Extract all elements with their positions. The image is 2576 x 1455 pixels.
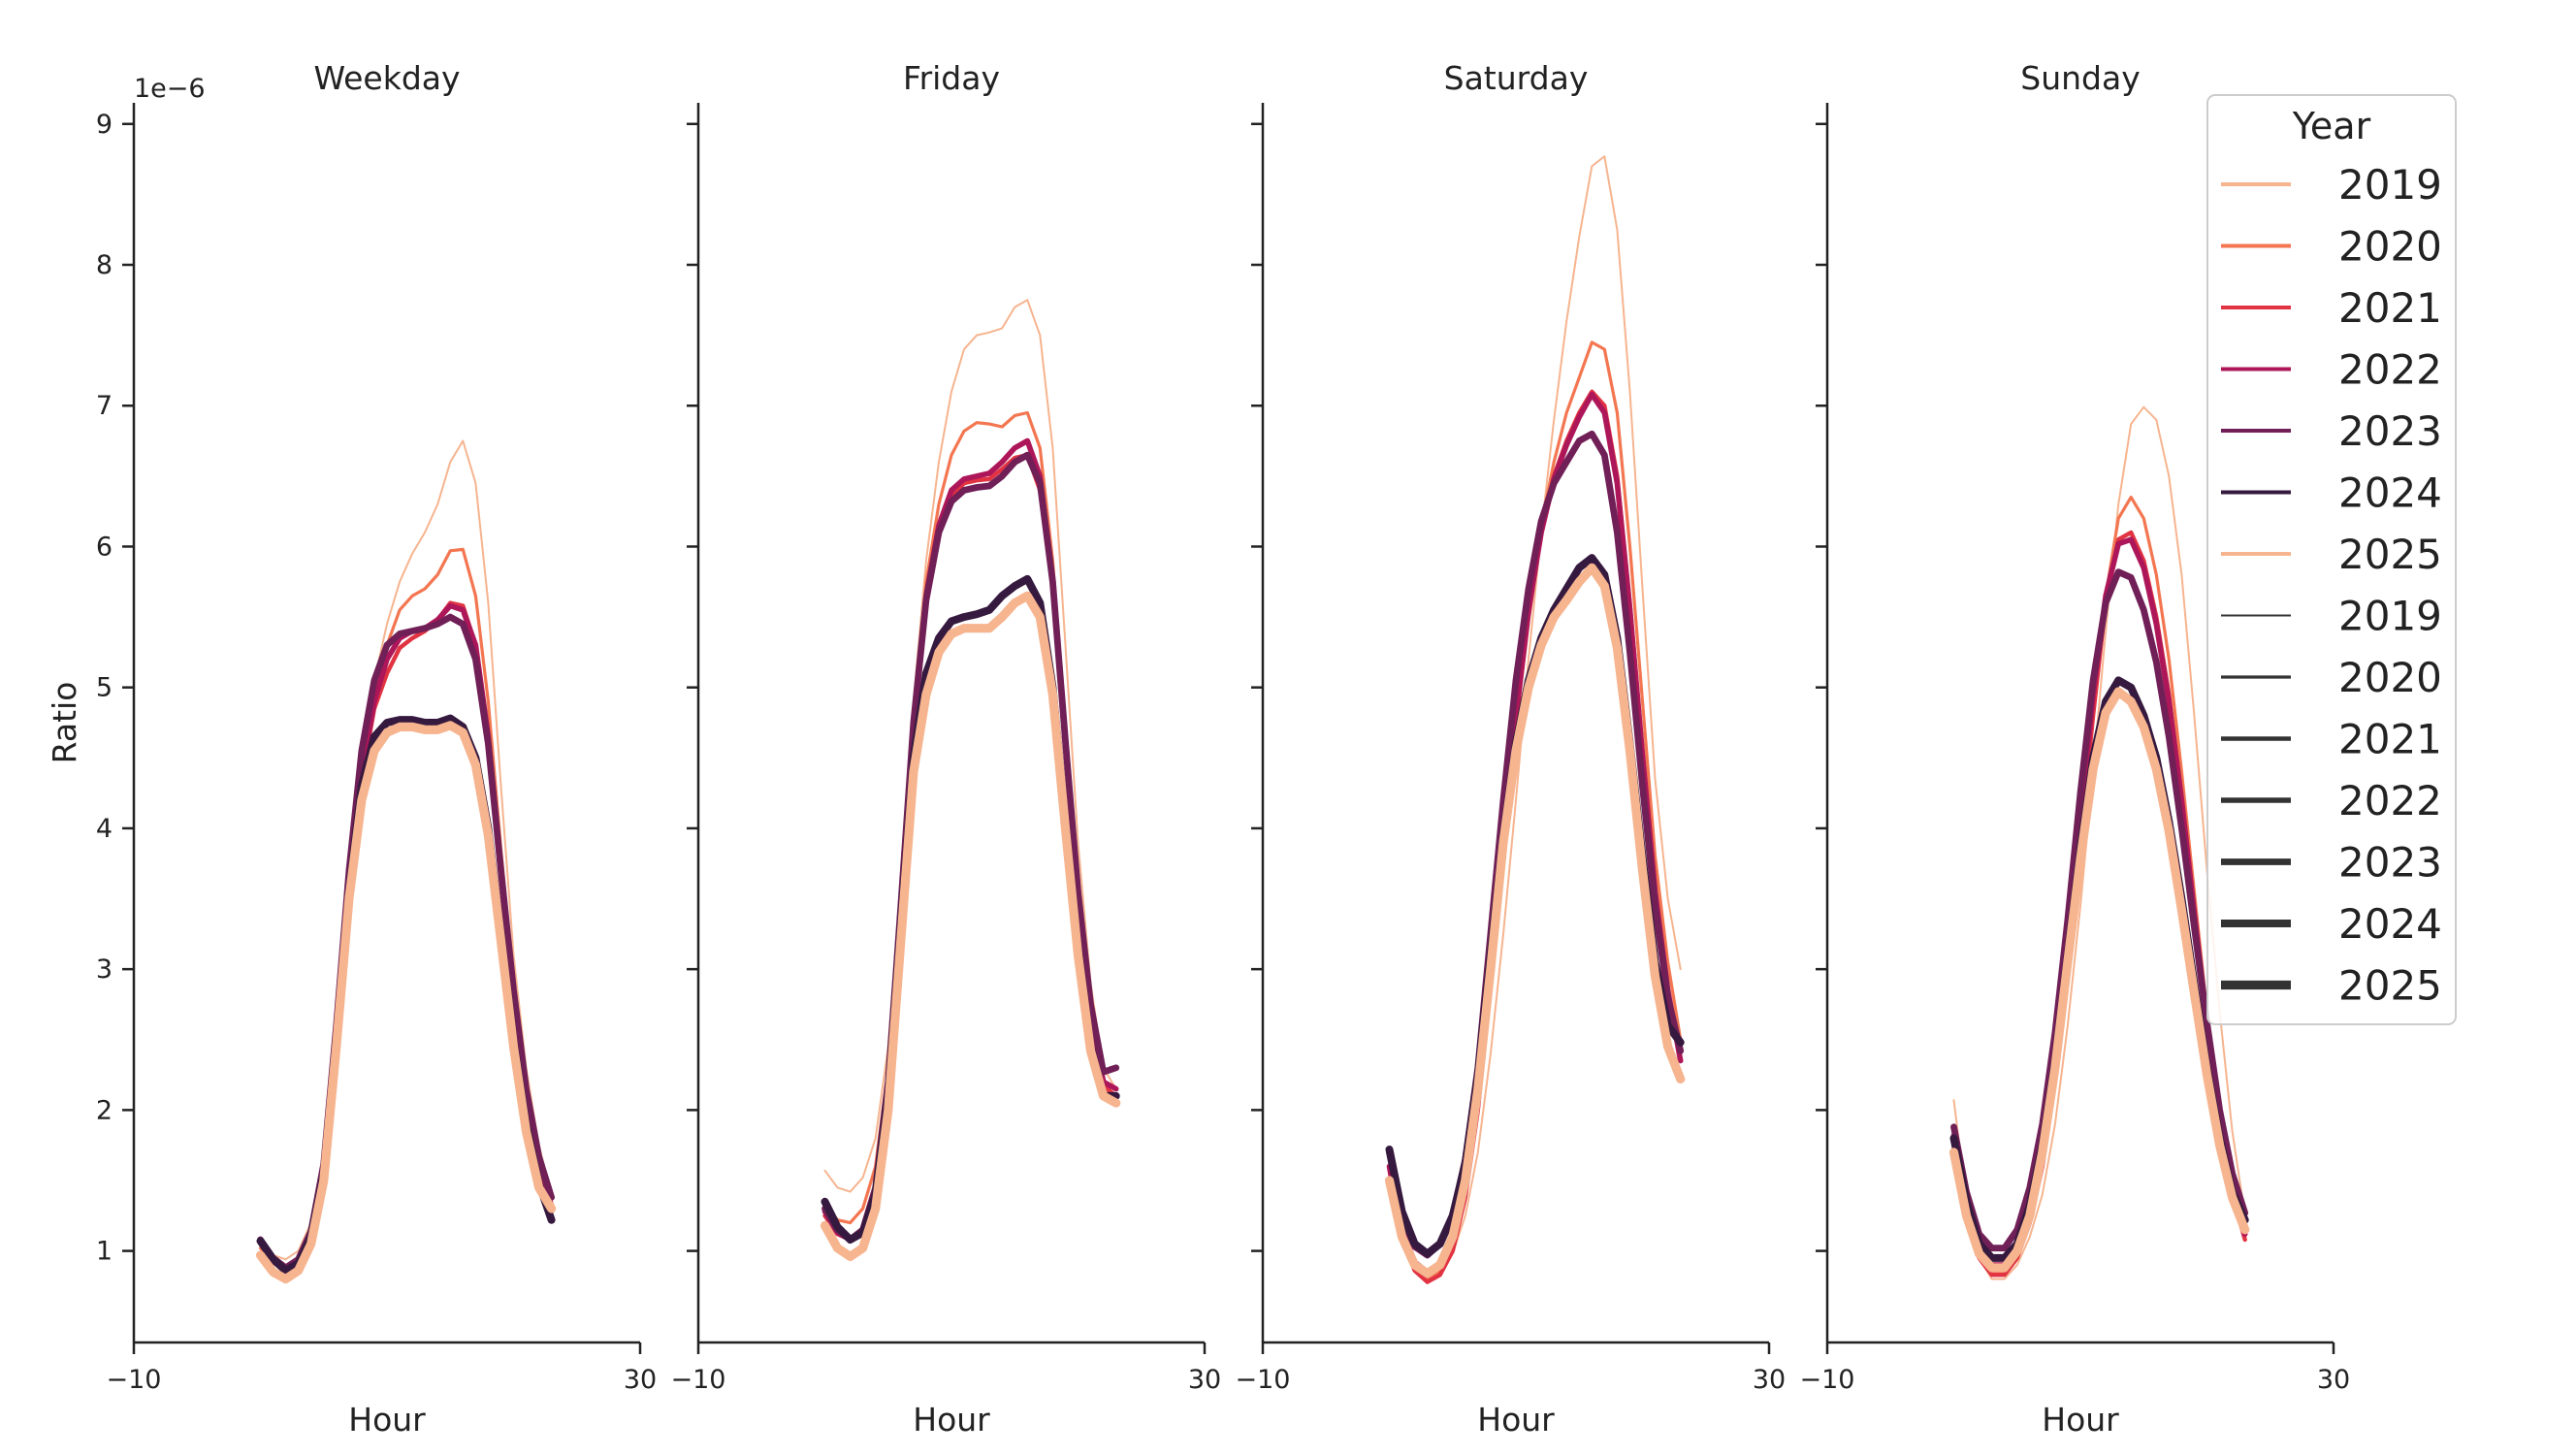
panel-title: Weekday <box>313 59 460 97</box>
series-line-2023 <box>257 613 555 1272</box>
y-axis-label: Ratio <box>46 682 83 764</box>
series-line-2023 <box>1950 568 2249 1252</box>
x-tick-label: 30 <box>2317 1365 2350 1395</box>
series-line-2019 <box>259 439 553 1261</box>
x-axis-label: Hour <box>913 1401 990 1439</box>
x-tick-label: −10 <box>107 1365 162 1395</box>
legend-label: 2019 <box>2338 161 2442 209</box>
y-tick-label: 5 <box>96 673 113 703</box>
legend-label: 2023 <box>2338 407 2442 455</box>
panel-title: Saturday <box>1444 59 1589 97</box>
panels: 1 2 3 4 5 6 7 8 9 −10 30 Weekday Hour −10 30 Friday Hour… <box>46 59 2350 1439</box>
series-line-2025 <box>255 721 557 1284</box>
y-tick-label: 3 <box>96 954 113 985</box>
x-axis-label: Hour <box>2042 1401 2119 1439</box>
legend-label: 2019 <box>2338 593 2442 640</box>
legend-label: 2020 <box>2338 654 2442 701</box>
series-line-2025 <box>1384 563 1686 1278</box>
y-tick-label: 2 <box>96 1095 113 1125</box>
y-tick-label: 7 <box>96 391 113 421</box>
panel-weekday: 1 2 3 4 5 6 7 8 9 −10 30 Weekday Hour <box>96 59 657 1439</box>
y-tick-label: 1 <box>96 1237 113 1267</box>
x-tick-label: 30 <box>1188 1365 1221 1395</box>
legend-label: 2024 <box>2338 469 2442 517</box>
legend-label: 2020 <box>2338 223 2442 271</box>
panel-sunday: −10 30 Sunday Hour <box>1800 59 2351 1439</box>
legend-label: 2024 <box>2338 900 2442 948</box>
series-line-2025 <box>1948 687 2250 1273</box>
x-axis-label: Hour <box>1477 1401 1555 1439</box>
x-tick-label: −10 <box>671 1365 726 1395</box>
series-line-2019 <box>823 299 1117 1193</box>
legend-label: 2023 <box>2338 839 2442 887</box>
x-axis-label: Hour <box>348 1401 426 1439</box>
series-line-2020 <box>1951 495 2247 1275</box>
legend-label: 2022 <box>2338 777 2442 824</box>
legend-label: 2025 <box>2338 531 2442 578</box>
x-tick-label: 30 <box>624 1365 657 1395</box>
x-tick-label: 30 <box>1753 1365 1786 1395</box>
x-tick-label: −10 <box>1236 1365 1291 1395</box>
panel-saturday: −10 30 Saturday Hour <box>1236 59 1787 1439</box>
legend-title: Year <box>2292 105 2371 147</box>
series-line-2025 <box>820 591 1121 1262</box>
panel-title: Sunday <box>2020 59 2140 97</box>
legend-box <box>2206 94 2457 1025</box>
y-tick-label: 9 <box>96 110 113 140</box>
x-tick-label: −10 <box>1800 1365 1855 1395</box>
legend: Year 2019 2020 2021 2022 2023 2024 2025 2019 2020… <box>2206 94 2457 1025</box>
series-line-2023 <box>821 451 1120 1244</box>
y-tick-label: 6 <box>96 532 113 562</box>
legend-label: 2022 <box>2338 346 2442 394</box>
panel-friday: −10 30 Friday Hour <box>671 59 1222 1439</box>
panel-title: Friday <box>903 59 1000 97</box>
y-offset-label: 1e−6 <box>134 74 206 104</box>
legend-label: 2021 <box>2338 284 2442 332</box>
y-tick-label: 8 <box>96 250 113 280</box>
legend-label: 2021 <box>2338 716 2442 763</box>
y-tick-label: 4 <box>96 814 113 844</box>
legend-label: 2025 <box>2338 962 2442 1010</box>
series-line-2019 <box>1952 405 2246 1280</box>
